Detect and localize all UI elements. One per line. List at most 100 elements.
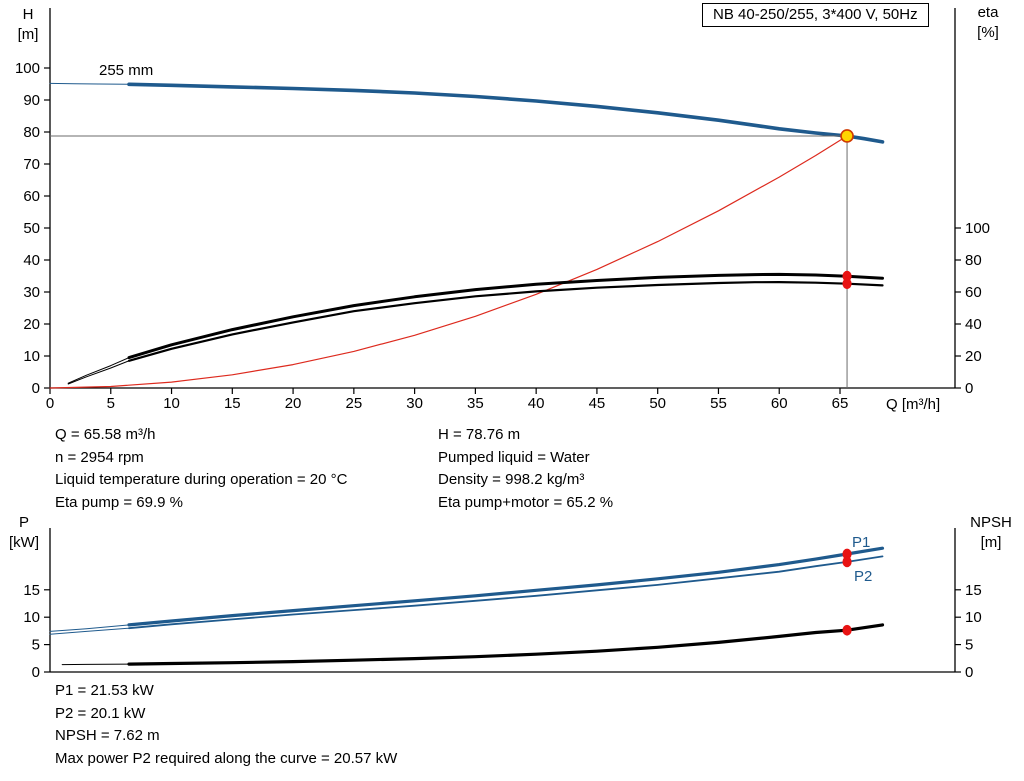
eta-axis-title-line1: eta — [977, 4, 999, 21]
info-eta-pump-motor: Eta pump+motor = 65.2 % — [438, 493, 614, 511]
tick-label: 70 — [23, 156, 40, 173]
tick-label: 40 — [528, 395, 545, 412]
tick-label: 10 — [23, 609, 40, 626]
info-p1: P1 = 21.53 kW — [55, 682, 154, 699]
tick-label: 100 — [965, 220, 990, 237]
p1-curve-label: P1 — [852, 534, 871, 551]
info-h: H = 78.76 m — [438, 426, 521, 443]
tick-label: 15 — [224, 395, 241, 412]
info-pumped-liquid: Pumped liquid = Water — [438, 448, 590, 466]
tick-label: 80 — [965, 252, 982, 269]
tick-label: 25 — [346, 395, 363, 412]
h-axis-title: H [m] — [6, 5, 50, 45]
duty-info-left: Q = 65.58 m³/h n = 2954 rpm Liquid tempe… — [55, 424, 347, 514]
info-eta-pump: Eta pump = 69.9 % — [55, 493, 183, 511]
tick-label: 80 — [23, 124, 40, 141]
series-eta-pump-motor-lead-in — [67, 360, 130, 385]
h-axis-title-line2: [m] — [17, 26, 39, 43]
series-NPSH-lead-in — [61, 663, 130, 666]
npsh-axis-title: NPSH [m] — [962, 513, 1020, 553]
tick-label: 40 — [23, 252, 40, 269]
impeller-diameter-label: 255 mm — [99, 62, 154, 79]
tick-label: 0 — [965, 664, 973, 681]
tick-label: 55 — [710, 395, 727, 412]
tick-label: 0 — [965, 380, 973, 397]
tick-label: 60 — [771, 395, 788, 412]
tick-label: 5 — [965, 637, 973, 654]
duty-point — [840, 129, 854, 143]
npsh-axis-title-line2: [m] — [980, 534, 1002, 551]
tick-label: 0 — [46, 395, 54, 412]
tick-label: 100 — [15, 60, 40, 77]
tick-label: 0 — [32, 380, 40, 397]
power-info: P1 = 21.53 kW P2 = 20.1 kW NPSH = 7.62 m… — [55, 680, 397, 770]
duty-info-right: H = 78.76 m Pumped liquid = Water Densit… — [438, 424, 613, 514]
eta-axis-title: eta [%] — [962, 3, 1014, 43]
p2-point — [842, 556, 852, 568]
tick-label: 50 — [23, 220, 40, 237]
tick-label: 20 — [285, 395, 302, 412]
tick-labels: 0 5 10 15 0 5 10 15 — [23, 582, 981, 681]
series-P1-lead-in — [49, 624, 130, 632]
tick-marks — [44, 67, 961, 394]
duty-point-crosshair — [50, 135, 848, 388]
tick-label: 5 — [107, 395, 115, 412]
tick-label: 40 — [965, 316, 982, 333]
eta-axis-title-line2: [%] — [977, 24, 999, 41]
tick-marks — [44, 589, 961, 673]
tick-label: 0 — [32, 664, 40, 681]
npsh-axis-title-line1: NPSH — [970, 514, 1012, 531]
tick-label: 30 — [406, 395, 423, 412]
tick-label: 90 — [23, 92, 40, 109]
p1-point — [842, 548, 852, 560]
tick-label: 60 — [23, 188, 40, 205]
series-duty-parabola — [49, 135, 848, 389]
tick-label: 30 — [23, 284, 40, 301]
tick-label: 60 — [965, 284, 982, 301]
info-speed: n = 2954 rpm — [55, 448, 144, 466]
series-head-255mm — [127, 82, 885, 144]
series-eta-pump-lead-in — [67, 357, 130, 384]
series-eta-pump-motor — [127, 281, 884, 362]
p2-curve-label: P2 — [854, 568, 873, 585]
info-max-power: Max power P2 required along the curve = … — [55, 749, 398, 767]
tick-label: 50 — [649, 395, 666, 412]
axes — [49, 528, 956, 673]
series-eta-pump — [127, 272, 884, 360]
eta-pump-motor-point — [842, 278, 852, 290]
p-axis-title-line1: P — [18, 514, 29, 531]
info-q: Q = 65.58 m³/h — [55, 426, 156, 443]
series-P1 — [127, 546, 885, 627]
tick-label: 10 — [23, 348, 40, 365]
tick-label: 10 — [163, 395, 180, 412]
p-axis-title-line2: [kW] — [9, 534, 39, 551]
h-axis-title-line1: H — [22, 6, 34, 23]
eta-pump-point — [842, 270, 852, 282]
info-p2: P2 = 20.1 kW — [55, 704, 146, 722]
tick-label: 15 — [23, 582, 40, 599]
series-P2 — [128, 555, 884, 630]
info-liquid-temp: Liquid temperature during operation = 20… — [55, 471, 348, 488]
pump-title-box: NB 40-250/255, 3*400 V, 50Hz — [702, 3, 929, 27]
qh-eta-chart: 0 5 10 15 20 25 30 35 40 45 50 55 60 65 0 10 20 30 40 50 60 7… — [15, 8, 990, 412]
npsh-point — [842, 624, 852, 636]
tick-label: 35 — [467, 395, 484, 412]
power-npsh-chart: 0 5 10 15 0 5 10 15 — [23, 528, 982, 681]
p-axis-title: P [kW] — [0, 513, 48, 553]
tick-labels: 0 5 10 15 20 25 30 35 40 45 50 55 60 65 0 10 20 30 40 50 60 7… — [15, 60, 990, 412]
tick-label: 10 — [965, 609, 982, 626]
tick-label: 15 — [965, 582, 982, 599]
series-NPSH — [127, 623, 885, 666]
tick-label: 20 — [23, 316, 40, 333]
series-P2-lead-in — [49, 627, 130, 635]
tick-label: 45 — [589, 395, 606, 412]
axes — [49, 8, 956, 389]
tick-label: 5 — [32, 637, 40, 654]
q-axis-label: Q [m³/h] — [886, 396, 941, 413]
series-head-255mm-lead-in — [49, 82, 130, 85]
tick-label: 65 — [832, 395, 849, 412]
tick-label: 20 — [965, 348, 982, 365]
info-npsh: NPSH = 7.62 m — [55, 727, 160, 744]
info-density: Density = 998.2 kg/m³ — [438, 471, 585, 488]
